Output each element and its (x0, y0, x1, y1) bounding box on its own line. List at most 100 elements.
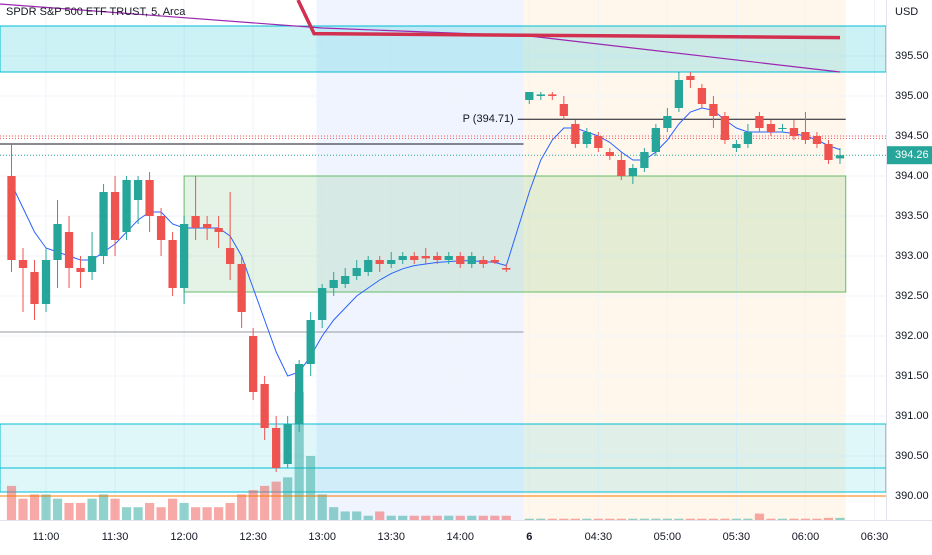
volume-bar (352, 511, 362, 520)
candle-body (306, 320, 315, 364)
candle-body (835, 155, 845, 159)
volume-bar (674, 518, 684, 520)
volume-bar (271, 481, 281, 520)
candle-body (502, 268, 511, 270)
x-tick-label: 12:00 (170, 531, 198, 543)
candle-body (41, 260, 51, 304)
y-tick-label: 394.00 (895, 170, 929, 182)
y-tick-label: 391.50 (895, 370, 929, 382)
candle-body (628, 168, 637, 176)
volume-bar (444, 515, 454, 520)
volume-bar (398, 515, 408, 520)
candle-body (421, 256, 430, 259)
volume-bar (133, 507, 143, 520)
candle-body (341, 276, 350, 284)
zone (0, 423, 887, 469)
volume-bar (294, 392, 304, 520)
volume-bar (547, 518, 557, 520)
candle-body (191, 216, 200, 228)
volume-bar (52, 498, 63, 520)
volume-bar (179, 502, 189, 520)
candle-body (433, 256, 442, 260)
x-tick-label: 06:30 (861, 531, 889, 543)
volume-bar (144, 502, 155, 520)
candle-body (536, 94, 545, 96)
candle-body (179, 224, 189, 288)
candle-body (122, 180, 131, 232)
candle-body (133, 180, 143, 200)
volume-bar (616, 518, 626, 520)
volume-bar (98, 494, 109, 520)
volume-bar (559, 518, 569, 520)
candle-body (582, 132, 591, 144)
candle-body (375, 260, 384, 264)
volume-bar (167, 498, 178, 520)
volume-bar (75, 502, 86, 520)
x-tick-label: 05:30 (723, 531, 751, 543)
volume-bar (121, 507, 132, 520)
y-tick-label: 394.50 (895, 130, 929, 142)
x-tick-label: 13:30 (377, 531, 405, 543)
candle-body (364, 260, 373, 272)
zone (183, 175, 847, 293)
volume-bar (467, 515, 477, 520)
y-tick-label: 395.00 (895, 90, 929, 102)
candle-body (295, 364, 304, 424)
candle-body (260, 384, 269, 428)
candle-body (709, 104, 718, 116)
volume-bar (41, 494, 51, 520)
volume-bar (605, 518, 615, 520)
volume-bar (639, 518, 649, 520)
candle-body (87, 256, 97, 272)
volume-bar (6, 485, 17, 520)
volume-bar (375, 511, 385, 520)
y-tick-label: 390.50 (895, 450, 929, 462)
candle-body (225, 248, 235, 264)
volume-bar (110, 498, 120, 520)
volume-bar (156, 507, 166, 520)
volume-bar (593, 518, 603, 520)
candle-body (318, 288, 327, 320)
volume-bar (501, 515, 511, 520)
volume-bar (340, 511, 350, 520)
y-tick-label: 392.00 (895, 330, 929, 342)
candle-body (789, 128, 799, 136)
volume-bar (386, 515, 396, 520)
volume-bar (685, 518, 695, 520)
candle-body (410, 256, 419, 260)
y-tick-label: 391.00 (895, 410, 929, 422)
candle-body (732, 144, 741, 148)
volume-bar (800, 518, 811, 520)
candle-body (467, 256, 476, 264)
volume-bar (536, 518, 546, 520)
volume-bar (662, 518, 672, 520)
candle-body (490, 260, 499, 263)
candle-body (755, 116, 764, 128)
candle-body (398, 256, 407, 260)
candle-body (202, 224, 212, 228)
candle-body (7, 176, 16, 260)
candle-body (651, 128, 661, 152)
candle-body (249, 336, 258, 392)
volume-bar (329, 507, 339, 520)
level-label: P (394.71) (463, 113, 514, 125)
x-tick-label: 6 (526, 531, 532, 543)
candle-body (456, 256, 465, 264)
volume-bar (260, 485, 270, 520)
candle-body (663, 116, 672, 128)
candle-body (272, 428, 281, 468)
y-tick-label: 395.50 (895, 50, 929, 62)
candle-body (110, 192, 120, 240)
volume-bar (87, 498, 97, 520)
volume-bar (306, 456, 316, 520)
volume-bar (421, 515, 431, 520)
volume-bar (708, 518, 719, 520)
volume-bar (64, 502, 74, 520)
candle-body (812, 136, 822, 144)
candle-body (479, 260, 488, 264)
x-tick-label: 13:00 (308, 531, 336, 543)
candle-body (237, 264, 246, 312)
candle-body (548, 94, 557, 96)
indicator-line (296, 0, 841, 40)
